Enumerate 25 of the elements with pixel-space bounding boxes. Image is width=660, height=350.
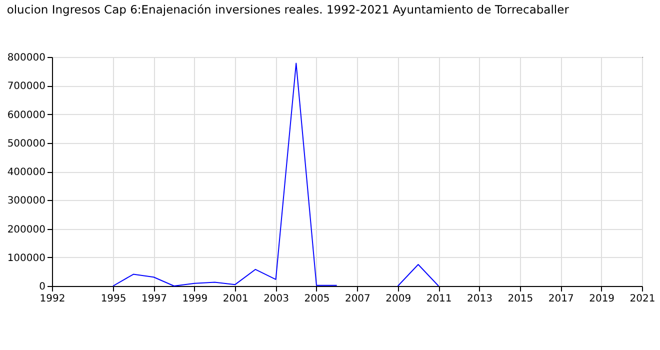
x-tick-label: 2021: [630, 294, 656, 304]
y-tick-label: 0: [39, 282, 46, 292]
x-tick-label: 2013: [467, 294, 492, 304]
x-tick-label: 2007: [344, 294, 370, 304]
y-tick-label: 400000: [7, 167, 46, 178]
y-tick-label: 200000: [7, 224, 46, 236]
x-tick-label: 2003: [264, 294, 290, 304]
x-tick-label: 2011: [426, 294, 452, 304]
y-tick-label: 300000: [7, 196, 46, 207]
x-tick-label: 1995: [100, 294, 126, 304]
x-tick-label: 2009: [386, 294, 412, 304]
x-tick-label: 2017: [548, 294, 574, 304]
y-tick-label: 700000: [7, 81, 46, 92]
x-tick-label: 2001: [222, 294, 248, 304]
x-tick-label: 1997: [142, 294, 167, 304]
x-tick-label: 2005: [304, 294, 330, 304]
x-tick-label: 1999: [182, 294, 208, 304]
x-tick-label: 2019: [589, 294, 615, 304]
y-tick-label: 800000: [7, 52, 46, 64]
y-tick-label: 500000: [7, 138, 46, 150]
y-tick-label: 100000: [7, 252, 46, 264]
x-tick-label: 1992: [40, 294, 66, 304]
y-tick-label: 600000: [7, 110, 46, 121]
chart-title: olucion Ingresos Cap 6:Enajenación inversiones reales. 1992-2021 Ayuntamiento de Torrecaballer: [6, 2, 570, 16]
x-tick-label: 2015: [508, 294, 534, 304]
